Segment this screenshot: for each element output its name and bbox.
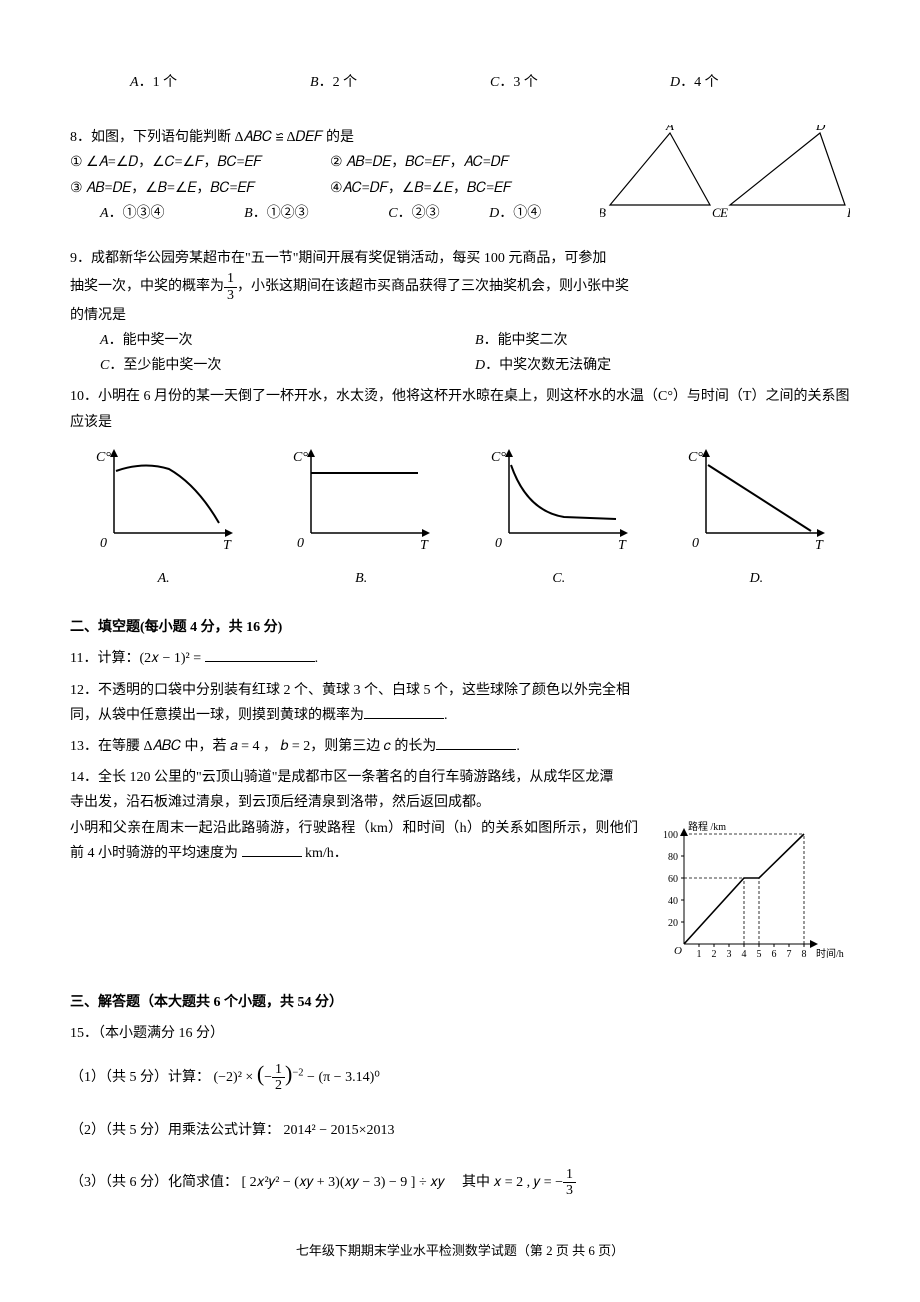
svg-text:C°: C° [688,450,703,465]
q8-cond3: ③ 𝐴𝐵=𝐷𝐸，∠𝐵=∠𝐸，𝐵𝐶=𝐸𝐹 [70,176,330,201]
svg-text:2: 2 [712,949,717,960]
q12: 12．不透明的口袋中分别装有红球 2 个、黄球 3 个、白球 5 个，这些球除了… [70,678,850,728]
q8-cond4: ④𝐴𝐶=𝐷𝐹，∠𝐵=∠𝐸，𝐵𝐶=𝐸𝐹 [330,176,590,201]
svg-text:40: 40 [668,896,678,907]
svg-text:7: 7 [787,949,792,960]
svg-text:F: F [846,205,850,220]
section3-title: 三、解答题（本大题共 6 个小题，共 54 分） [70,990,850,1015]
svg-text:0: 0 [692,536,699,551]
svg-text:C°: C° [491,450,506,465]
svg-text:T: T [618,538,627,553]
page-footer: 七年级下期期末学业水平检测数学试题（第 2 页 共 6 页） [70,1239,850,1262]
q8-opt-b: B．①②③ [244,201,388,226]
svg-text:C°: C° [293,450,308,465]
q7-opt-a: A．1 个 [130,70,310,95]
q10-labels: A. B. C. D. [70,566,850,591]
section2-title: 二、填空题(每小题 4 分，共 16 分) [70,615,850,640]
q14: 14．全长 120 公里的"云顶山骑道"是成都市区一条著名的自行车骑游路线，从成… [70,765,850,965]
q13-blank [436,735,516,750]
svg-text:5: 5 [757,949,762,960]
svg-text:时间/h: 时间/h [816,947,844,960]
q10-chart-b: C° 0 T [286,443,436,553]
svg-text:E: E [719,205,728,220]
svg-text:T: T [815,538,824,553]
q15-part1: （1）（共 5 分）计算： (−2)² × (−12)−2 − (π − 3.1… [70,1054,850,1094]
svg-text:0: 0 [297,536,304,551]
svg-text:20: 20 [668,918,678,929]
q15-header: 15．（本小题满分 16 分） [70,1021,850,1046]
q15-part2: （2）（共 5 分）用乘法公式计算： 2014² − 2015×2013 [70,1118,850,1143]
svg-text:D: D [815,125,826,133]
q12-blank [364,704,444,719]
svg-text:8: 8 [802,949,807,960]
q8-opt-c: C．②③ [388,201,489,226]
svg-text:1: 1 [697,949,702,960]
svg-text:C°: C° [96,450,111,465]
svg-text:80: 80 [668,852,678,863]
q8-cond1: ① ∠𝐴=∠𝐷，∠𝐶=∠𝐹，𝐵𝐶=𝐸𝐹 [70,150,330,175]
svg-text:路程 /km: 路程 /km [688,820,726,833]
q7-opt-b: B．2 个 [310,70,490,95]
svg-text:A: A [665,125,674,133]
q15: 15．（本小题满分 16 分） （1）（共 5 分）计算： (−2)² × (−… [70,1021,850,1199]
svg-text:100: 100 [663,830,678,841]
svg-text:B: B [600,205,606,220]
q15-part3: （3）（共 6 分）化简求值： [ 2𝑥²𝑦² − (𝑥𝑦 + 3)(𝑥𝑦 − … [70,1167,850,1199]
svg-text:O: O [674,945,682,957]
svg-text:T: T [223,538,232,553]
svg-text:60: 60 [668,874,678,885]
q10-label-c: C. [465,566,652,591]
q10-chart-c: C° 0 T [484,443,634,553]
svg-text:0: 0 [495,536,502,551]
q13: 13．在等腰 Δ𝐴𝐵𝐶 中，若 𝑎 = 4 ， 𝑏 = 2，则第三边 𝑐 的长为… [70,734,850,759]
q10-chart-a: C° 0 T [89,443,239,553]
q10-chart-d: C° 0 T [681,443,831,553]
svg-text:0: 0 [100,536,107,551]
q9-stem1: 9．成都新华公园旁某超市在"五一节"期间开展有奖促销活动，每买 100 元商品，… [70,246,850,271]
q10-label-b: B. [268,566,455,591]
q7-d-text: 4 个 [694,75,719,90]
q10-stem: 10．小明在 6 月份的某一天倒了一杯开水，水太烫，他将这杯开水晾在桌上，则这杯… [70,384,850,434]
q8-opt-a: A．①③④ [100,201,244,226]
q11-blank [205,647,315,662]
q8-cond2: ② 𝐴𝐵=𝐷𝐸，𝐵𝐶=𝐸𝐹，𝐴𝐶=𝐷𝐹 [330,150,590,175]
q11: 11．计算：(2𝑥 − 1)² = . [70,646,850,671]
svg-text:4: 4 [742,949,747,960]
q9-opt-c: C．至少能中奖一次 [100,353,475,378]
q7-opt-d: D．4 个 [670,70,850,95]
q10: 10．小明在 6 月份的某一天倒了一杯开水，水太烫，他将这杯开水晾在桌上，则这杯… [70,384,850,591]
q9-opt-d: D．中奖次数无法确定 [475,353,850,378]
q7-c-text: 3 个 [513,75,538,90]
svg-text:3: 3 [727,949,732,960]
svg-text:T: T [420,538,429,553]
q8-opt-d: D．①④ [489,201,590,226]
q9-stem3: 的情况是 [70,303,850,328]
q10-charts: C° 0 T C° 0 T C° 0 T C° 0 T [70,443,850,562]
q9: 9．成都新华公园旁某超市在"五一节"期间开展有奖促销活动，每买 100 元商品，… [70,246,850,379]
q14-blank [242,842,302,857]
q8-triangles-figure: ABCDEF [600,125,850,220]
q9-opt-a: A．能中奖一次 [100,328,475,353]
q7-a-text: 1 个 [153,75,178,90]
q9-opt-b: B．能中奖二次 [475,328,850,353]
q7-options: A．1 个 B．2 个 C．3 个 D．4 个 [70,70,850,95]
q10-label-d: D. [663,566,850,591]
q10-label-a: A. [70,566,257,591]
q9-stem2: 抽奖一次，中奖的概率为13，小张这期间在该超市买商品获得了三次抽奖机会，则小张中… [70,271,850,303]
q7-opt-c: C．3 个 [490,70,670,95]
q7-b-text: 2 个 [333,75,358,90]
q14-chart: 20 40 60 80 100 12345678 路程 /km 时间/h O [650,816,850,966]
q8: ABCDEF 8．如图，下列语句能判断 Δ𝐴𝐵𝐶 ≌ Δ𝐷𝐸𝐹 的是 ① ∠𝐴=… [70,125,850,226]
svg-text:6: 6 [772,949,777,960]
